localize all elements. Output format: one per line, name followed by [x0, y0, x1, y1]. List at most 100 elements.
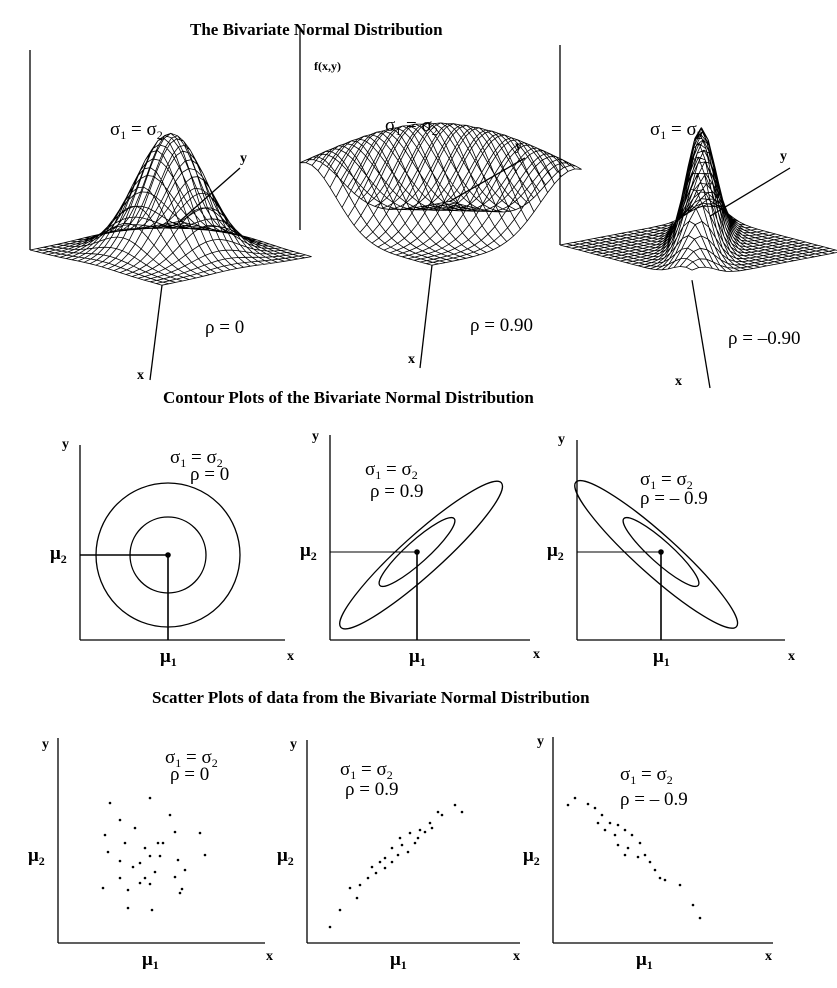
scatter-point: [378, 860, 382, 864]
scatter-plot-3: σ1​ = σ2​ρ = – 0.9 y x μ1​ μ2​: [523, 734, 773, 972]
scatter-point: [138, 861, 142, 865]
scatter-point: [596, 821, 600, 825]
contour-mu1-label: μ1​: [653, 646, 670, 669]
scatter-point: [148, 882, 152, 886]
scatter-point: [176, 858, 180, 862]
scatter-y-label: y: [537, 734, 544, 749]
scatter-point: [180, 887, 184, 891]
contour-mu2-label: μ2​: [547, 540, 564, 563]
scatter-point: [173, 875, 177, 879]
mean-point: [658, 549, 664, 555]
scatter-sigma-label: σ1​ = σ2​: [165, 747, 218, 770]
scatter-point: [460, 810, 464, 814]
scatter-point: [355, 896, 359, 900]
contour-rho-label: ρ = – 0.9: [640, 488, 708, 509]
scatter-point: [338, 908, 342, 912]
contour-ellipse-outer: [95, 482, 241, 628]
mean-point: [165, 552, 171, 558]
scatter-point: [126, 906, 130, 910]
scatter-point: [648, 860, 652, 864]
scatter-section-title: Scatter Plots of data from the Bivariate…: [152, 688, 590, 707]
scatter-point: [636, 855, 640, 859]
scatter-point: [161, 841, 165, 845]
scatter-point: [678, 883, 682, 887]
x-axis: [419, 265, 433, 369]
contour-ellipse-inner: [378, 516, 456, 588]
scatter-point: [158, 854, 162, 858]
x-axis: [691, 280, 711, 389]
scatter-point: [133, 826, 137, 830]
scatter-point: [658, 876, 662, 880]
scatter-sigma-label: σ1​ = σ2​: [620, 764, 673, 787]
scatter-point: [616, 823, 620, 827]
scatter-point: [101, 886, 105, 890]
scatter-point: [198, 831, 202, 835]
scatter-point: [123, 841, 127, 845]
surface-sigma-label: σ1​ = σ2​: [110, 119, 163, 142]
scatter-rho-label: ρ = 0.9: [345, 779, 398, 800]
scatter-point: [138, 881, 142, 885]
scatter-point: [406, 850, 410, 854]
contour-plot-3: σ1​ = σ2​ρ = – 0.9 y x μ1​ μ2​: [547, 432, 795, 669]
scatter-point: [148, 854, 152, 858]
scatter-point: [143, 846, 147, 850]
surface-section-title: The Bivariate Normal Distribution: [190, 20, 443, 39]
surface-rho-label: ρ = 0.90: [470, 315, 533, 336]
scatter-point: [603, 828, 607, 832]
scatter-mu1-label: μ1​: [636, 949, 653, 972]
scatter-point: [616, 843, 620, 847]
scatter-point: [653, 868, 657, 872]
mean-point: [414, 549, 420, 555]
scatter-point: [131, 865, 135, 869]
surface-plot-2: σ1​ = σ2​ ρ = 0.90 x y f(x,y): [299, 30, 582, 369]
scatter-point: [413, 841, 417, 845]
scatter-point: [390, 860, 394, 864]
scatter-point: [600, 813, 604, 817]
scatter-point: [383, 856, 387, 860]
scatter-point: [118, 876, 122, 880]
scatter-point: [374, 871, 378, 875]
scatter-point: [428, 821, 432, 825]
scatter-x-label: x: [513, 949, 520, 964]
scatter-point: [643, 853, 647, 857]
x-axis: [149, 285, 163, 381]
surface-rho-label: ρ = 0: [205, 317, 244, 338]
scatter-plot-2: σ1​ = σ2​ρ = 0.9 y x μ1​ μ2​: [277, 737, 520, 972]
contour-x-label: x: [788, 649, 795, 664]
scatter-point: [418, 828, 422, 832]
scatter-rho-label: ρ = – 0.9: [620, 789, 688, 810]
contour-ellipse-inner: [622, 516, 700, 588]
surface-x-label: x: [137, 368, 144, 383]
scatter-point: [663, 878, 667, 882]
scatter-point: [390, 846, 394, 850]
contour-x-label: x: [533, 647, 540, 662]
scatter-point: [183, 868, 187, 872]
scatter-point: [623, 853, 627, 857]
y-axis: [709, 167, 791, 217]
surface-x-label: x: [408, 352, 415, 367]
scatter-point: [573, 796, 577, 800]
contour-ellipse-outer: [339, 480, 504, 630]
scatter-point: [103, 833, 107, 837]
scatter-point: [328, 925, 332, 929]
scatter-point: [416, 836, 420, 840]
contour-plot-1: σ1​ = σ2​ρ = 0 y x μ1​ μ2​: [50, 437, 294, 669]
scatter-point: [436, 810, 440, 814]
contour-y-label: y: [312, 429, 319, 444]
scatter-point: [698, 916, 702, 920]
scatter-point: [593, 806, 597, 810]
scatter-point: [118, 818, 122, 822]
scatter-mu2-label: μ2​: [277, 845, 294, 868]
scatter-point: [566, 803, 570, 807]
scatter-rho-label: ρ = 0: [170, 764, 209, 785]
surface-z-label: f(x,y): [314, 59, 341, 73]
scatter-point: [370, 865, 374, 869]
scatter-mu2-label: μ2​: [523, 845, 540, 868]
contour-ellipse-inner: [129, 516, 207, 594]
contour-y-label: y: [558, 432, 565, 447]
y-axis: [449, 157, 526, 202]
scatter-point: [638, 841, 642, 845]
scatter-point: [156, 841, 160, 845]
surface-x-label: x: [675, 374, 682, 389]
